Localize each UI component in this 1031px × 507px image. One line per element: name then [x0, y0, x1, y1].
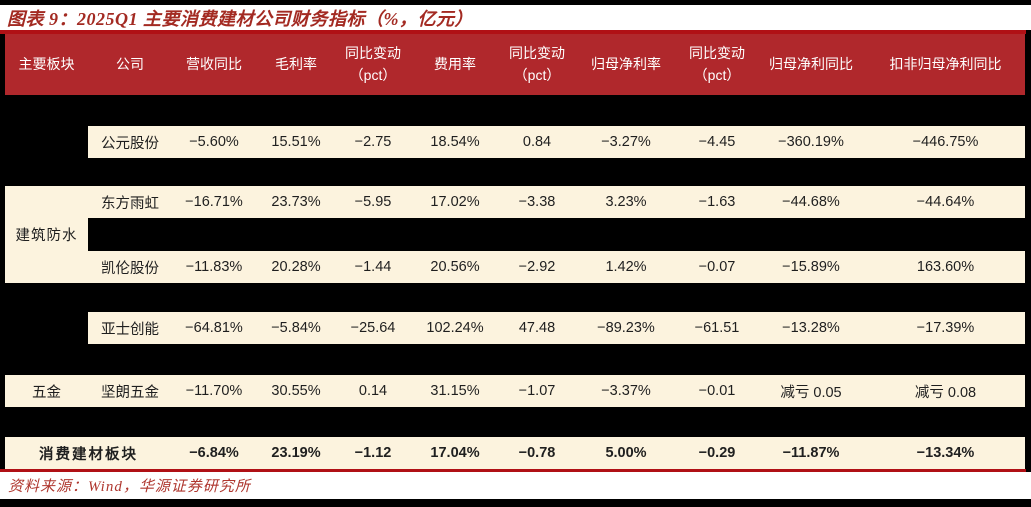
cell-revenue-yoy: −5.60% [189, 134, 239, 150]
cell-gross-margin: 20.28% [271, 259, 321, 275]
cell-gross-margin-change: −2.75 [354, 134, 392, 150]
cell-gross-margin-change: −1.12 [354, 445, 392, 461]
header-net-margin-change: 同比变动 （pct） [689, 44, 745, 83]
cell-gross-margin-change: 0.14 [358, 383, 388, 399]
cell-expense-ratio: 102.24% [426, 320, 484, 336]
cell-gross-margin-change: −25.64 [350, 320, 396, 336]
cell-expense-ratio-change: −3.38 [518, 194, 556, 210]
cell-gross-margin: 23.19% [271, 445, 321, 461]
cell-nongaap-net-profit-yoy: −44.64% [916, 194, 975, 210]
cell-net-margin-change: −4.45 [698, 134, 736, 150]
header-expense-ratio-change: 同比变动 （pct） [509, 44, 565, 83]
sector-cell-waterproofing: 建筑防水 [5, 186, 88, 283]
figure-title-band: 图表 9：2025Q1 主要消费建材公司财务指标（%，亿元） [0, 5, 1031, 30]
cell-net-profit-yoy: −11.87% [782, 445, 840, 461]
cell-net-margin-change: −0.01 [698, 383, 736, 399]
cell-expense-ratio: 18.54% [430, 134, 480, 150]
cell-revenue-yoy: −16.71% [185, 194, 243, 210]
cell-expense-ratio: 17.04% [430, 445, 480, 461]
table-bottom-line [0, 469, 1026, 472]
cell-gross-margin: −5.84% [271, 320, 321, 336]
cell-net-margin: −3.37% [601, 383, 651, 399]
figure-title: 图表 9：2025Q1 主要消费建材公司财务指标（%，亿元） [7, 8, 473, 29]
cell-expense-ratio-change: 0.84 [522, 134, 552, 150]
header-net-profit-yoy: 归母净利同比 [769, 55, 853, 72]
cell-expense-ratio-change: 47.48 [518, 320, 556, 336]
cell-nongaap-net-profit-yoy: −446.75% [912, 134, 979, 150]
company-name: 亚士创能 [101, 321, 159, 338]
header-revenue-yoy: 营收同比 [186, 55, 242, 72]
table-row-jianlang: 五金 坚朗五金 −11.70% 30.55% 0.14 31.15% −1.07… [5, 375, 1025, 407]
cell-gross-margin: 15.51% [271, 134, 321, 150]
summary-row-label: 消费建材板块 [39, 446, 138, 463]
cell-net-profit-yoy: −13.28% [782, 320, 840, 336]
header-gross-margin: 毛利率 [275, 55, 317, 72]
sector-cell-hardware: 五金 [32, 384, 61, 401]
cell-revenue-yoy: −11.83% [185, 259, 243, 275]
source-note: 资料来源：Wind，华源证券研究所 [8, 479, 251, 495]
cell-net-profit-yoy: −15.89% [782, 259, 840, 275]
cell-net-margin-change: −0.29 [698, 445, 736, 461]
cell-revenue-yoy: −11.70% [185, 383, 243, 399]
cell-gross-margin: 23.73% [271, 194, 321, 210]
header-company: 公司 [116, 55, 144, 72]
table-row-gongyuan: 公元股份 −5.60% 15.51% −2.75 18.54% 0.84 −3.… [88, 126, 1025, 158]
cell-net-margin: −3.27% [601, 134, 651, 150]
title-underline [0, 30, 1026, 34]
cell-net-margin: 1.42% [605, 259, 647, 275]
header-net-margin: 归母净利率 [591, 55, 661, 72]
cell-revenue-yoy: −64.81% [185, 320, 243, 336]
cell-nongaap-net-profit-yoy: 163.60% [916, 259, 975, 275]
table-row-dongfangyuhong: 东方雨虹 −16.71% 23.73% −5.95 17.02% −3.38 3… [88, 186, 1025, 218]
company-name: 坚朗五金 [101, 384, 159, 401]
cell-gross-margin: 30.55% [271, 383, 321, 399]
cell-net-margin: −89.23% [597, 320, 655, 336]
cell-net-margin-change: −1.63 [698, 194, 736, 210]
cell-nongaap-net-profit-yoy: 减亏 0.08 [914, 384, 977, 401]
cell-net-margin: 5.00% [605, 445, 647, 461]
cell-revenue-yoy: −6.84% [189, 445, 239, 461]
company-name: 公元股份 [101, 135, 159, 152]
cell-net-profit-yoy: −360.19% [778, 134, 844, 150]
header-nongaap-net-profit-yoy: 扣非归母净利同比 [889, 55, 1002, 72]
cell-expense-ratio-change: −0.78 [518, 445, 556, 461]
cell-gross-margin-change: −1.44 [354, 259, 392, 275]
table-row-sector-total: 消费建材板块 −6.84% 23.19% −1.12 17.04% −0.78 … [5, 437, 1025, 469]
company-name: 凯伦股份 [101, 260, 159, 277]
cell-net-margin-change: −0.07 [698, 259, 736, 275]
cell-expense-ratio-change: −1.07 [518, 383, 556, 399]
cell-net-profit-yoy: 减亏 0.05 [780, 384, 842, 401]
cell-nongaap-net-profit-yoy: −13.34% [916, 445, 975, 461]
header-expense-ratio: 费用率 [434, 55, 476, 72]
table-row-yashichuangneng: 亚士创能 −64.81% −5.84% −25.64 102.24% 47.48… [88, 312, 1025, 344]
cell-net-margin-change: −61.51 [694, 320, 740, 336]
header-gross-margin-change: 同比变动 （pct） [345, 44, 401, 83]
header-sector: 主要板块 [18, 55, 75, 72]
table-row-kailun: 凯伦股份 −11.83% 20.28% −1.44 20.56% −2.92 1… [88, 251, 1025, 283]
cell-nongaap-net-profit-yoy: −17.39% [916, 320, 975, 336]
cell-net-profit-yoy: −44.68% [782, 194, 840, 210]
source-band: 资料来源：Wind，华源证券研究所 [0, 472, 1031, 499]
table-header-row: 主要板块 公司 营收同比 毛利率 同比变动 （pct） 费用率 同比变动 （pc… [5, 34, 1025, 95]
cell-expense-ratio-change: −2.92 [518, 259, 556, 275]
cell-expense-ratio: 17.02% [430, 194, 480, 210]
cell-expense-ratio: 20.56% [430, 259, 480, 275]
cell-gross-margin-change: −5.95 [354, 194, 392, 210]
cell-net-margin: 3.23% [605, 194, 647, 210]
cell-expense-ratio: 31.15% [430, 383, 480, 399]
company-name: 东方雨虹 [101, 195, 159, 212]
